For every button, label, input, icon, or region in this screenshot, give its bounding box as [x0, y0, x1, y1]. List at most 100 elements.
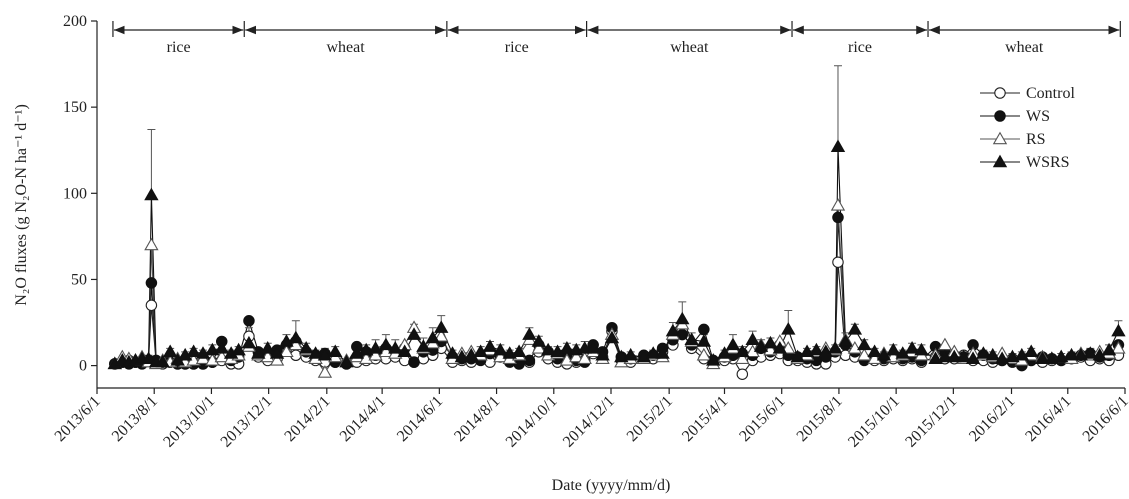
marker	[269, 353, 285, 366]
marker	[434, 320, 449, 333]
marker	[1101, 342, 1117, 356]
marker	[809, 342, 824, 356]
legend-marker	[994, 110, 1006, 122]
marker	[279, 344, 294, 358]
marker	[339, 354, 354, 368]
marker	[735, 351, 750, 364]
marker	[604, 330, 620, 344]
marker	[559, 353, 575, 366]
marker	[279, 334, 294, 347]
marker	[838, 334, 853, 347]
marker	[243, 315, 255, 327]
marker	[717, 346, 732, 359]
marker	[162, 344, 178, 358]
marker	[482, 339, 498, 352]
marker	[349, 346, 365, 359]
marker	[976, 346, 991, 359]
marker	[388, 341, 403, 354]
marker	[445, 346, 460, 359]
marker	[241, 335, 257, 349]
marker	[857, 347, 872, 361]
season-label: rice	[505, 39, 529, 56]
marker	[416, 339, 431, 352]
x-tick-label: 2013/6/1	[52, 393, 104, 445]
marker	[646, 346, 661, 359]
marker	[655, 346, 670, 359]
marker	[956, 349, 971, 363]
marker	[698, 323, 710, 336]
y-tick-label: 50	[71, 271, 87, 288]
marker	[214, 341, 229, 354]
error-bar	[147, 129, 156, 196]
marker	[511, 344, 527, 358]
marker	[406, 327, 422, 340]
marker	[195, 346, 211, 359]
marker	[1111, 323, 1126, 337]
y-axis-label: N₂O fluxes (g N₂O-N ha⁻¹ d⁻¹)	[13, 104, 30, 306]
season-label: rice	[167, 39, 191, 56]
marker	[408, 356, 420, 368]
x-tick-label: 2015/2/1	[624, 393, 676, 445]
marker	[493, 349, 508, 363]
marker	[144, 187, 159, 201]
error-bar	[833, 65, 842, 147]
marker	[725, 337, 741, 351]
y-tick-label: 150	[63, 99, 87, 116]
marker	[145, 277, 158, 289]
marker	[772, 341, 788, 354]
y-tick-label: 100	[63, 185, 87, 202]
x-tick-label: 2014/8/1	[451, 393, 503, 445]
marker	[763, 335, 778, 349]
x-tick-label: 2014/2/1	[281, 393, 333, 445]
season-label: wheat	[670, 39, 709, 56]
legend-marker	[994, 87, 1006, 99]
marker	[947, 349, 962, 363]
marker	[308, 346, 323, 359]
marker	[1024, 344, 1039, 358]
season-label: wheat	[1005, 39, 1044, 56]
marker	[595, 347, 610, 361]
marker	[317, 365, 333, 378]
marker	[1111, 341, 1126, 354]
marker	[994, 351, 1010, 364]
marker	[696, 347, 712, 361]
marker	[830, 139, 846, 153]
marker	[904, 341, 920, 354]
x-tick-label: 2016/4/1	[1022, 393, 1074, 445]
marker	[205, 353, 220, 366]
marker	[706, 353, 721, 366]
marker	[781, 322, 796, 335]
marker	[288, 337, 304, 351]
marker	[464, 347, 479, 361]
x-tick-label: 2013/10/1	[160, 393, 218, 451]
marker	[867, 344, 882, 358]
marker	[832, 211, 844, 224]
legend-marker	[992, 154, 1008, 168]
marker	[540, 342, 556, 356]
x-tick-label: 2015/12/1	[902, 393, 960, 451]
marker	[378, 337, 394, 351]
marker	[531, 334, 546, 347]
legend-label: Control	[1026, 85, 1075, 102]
x-axis-label: Date (yyyy/mm/d)	[552, 477, 671, 494]
marker	[155, 354, 170, 368]
marker	[684, 332, 699, 345]
marker	[675, 311, 690, 325]
marker	[937, 349, 953, 363]
y-tick-label: 0	[79, 358, 87, 375]
marker	[937, 337, 953, 351]
x-tick-label: 2014/4/1	[337, 393, 389, 445]
marker	[665, 323, 681, 337]
x-tick-label: 2016/2/1	[966, 393, 1018, 445]
marker	[522, 327, 537, 340]
marker	[269, 346, 285, 359]
marker	[260, 349, 275, 363]
marker	[818, 344, 833, 358]
x-tick-label: 2015/6/1	[736, 393, 788, 445]
marker	[636, 349, 652, 363]
marker	[368, 341, 383, 354]
marker	[830, 198, 846, 211]
marker	[1014, 347, 1030, 361]
marker	[145, 299, 158, 312]
